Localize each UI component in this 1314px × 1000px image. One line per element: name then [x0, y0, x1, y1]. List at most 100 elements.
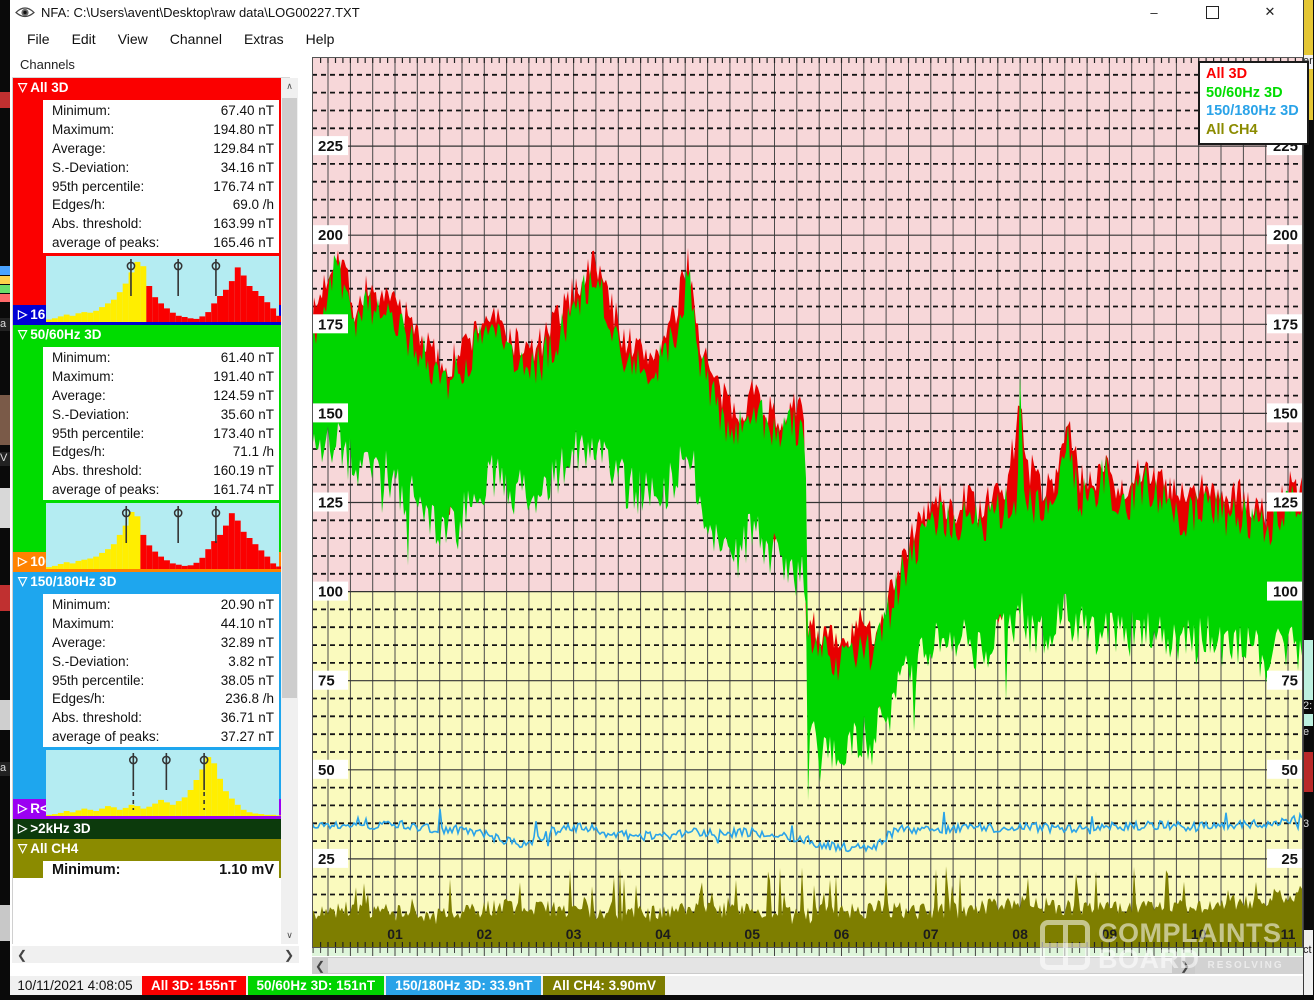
chart-legend: All 3D 50/60Hz 3D 150/180Hz 3D All CH4 [1198, 61, 1309, 145]
menu-item-file[interactable]: File [27, 30, 50, 47]
stat-value: 129.84 nT [213, 140, 274, 156]
y-axis-label-left: 50 [318, 762, 335, 779]
stat-value: 160.19 nT [213, 463, 274, 479]
y-axis-label-right: 175 [1273, 316, 1298, 333]
background-fragment [0, 266, 10, 275]
stat-row: Minimum: 67.40 nT [43, 101, 279, 120]
channel-label: All 3D [30, 80, 69, 95]
background-fragment [0, 92, 10, 108]
window-title: NFA: C:\Users\avent\Desktop\raw data\LOG… [41, 4, 360, 20]
background-fragment [0, 585, 10, 611]
close-button[interactable]: ✕ [1264, 4, 1276, 19]
stat-row: Average: 129.84 nT [43, 139, 279, 158]
stat-value: 191.40 nT [213, 368, 274, 384]
channel-stats-all-3d: Minimum: 67.40 nT Maximum: 194.80 nT Average… [43, 100, 279, 254]
stat-value: 38.05 nT [220, 672, 274, 688]
stat-row: S.-Deviation: 3.82 nT [43, 652, 279, 671]
x-axis-label: 10 [1191, 926, 1207, 942]
stat-value: 34.16 nT [220, 159, 274, 175]
expand-triangle-icon: ▷ [18, 821, 28, 835]
channel-histogram-all-3d [46, 256, 282, 322]
stat-row: average of peaks: 165.46 nT [43, 233, 279, 252]
menu-item-view[interactable]: View [117, 30, 148, 47]
stat-label: average of peaks: [52, 235, 160, 251]
screen-bottom-edge [0, 995, 1314, 1000]
chart-scrollbar-thumb[interactable] [328, 958, 1172, 973]
background-fragment [0, 488, 10, 528]
stat-value: 236.8 /h [225, 691, 274, 707]
legend-item: 50/60Hz 3D [1206, 84, 1283, 101]
stat-row: Maximum: 191.40 nT [43, 367, 279, 386]
channel-histogram-150-180hz-3d [46, 750, 282, 816]
menu-item-edit[interactable]: Edit [71, 30, 96, 47]
scroll-right-arrow[interactable]: ❯ [283, 947, 295, 962]
collapse-triangle-icon: ▽ [18, 80, 28, 94]
stat-value: 20.90 nT [220, 596, 274, 612]
stat-row: Abs. threshold: 163.99 nT [43, 214, 279, 233]
stat-label: average of peaks: [52, 482, 160, 498]
y-axis-label-right: 100 [1273, 584, 1298, 601]
menu-bar: File Edit View Channel Extras Help [10, 24, 716, 54]
panel-horizontal-scrollbar[interactable]: ❮ ❯ [12, 946, 299, 963]
background-fragment [1303, 752, 1313, 792]
legend-item: All 3D [1206, 66, 1248, 82]
panel-vertical-scrollbar[interactable]: ∧ ∨ [281, 78, 298, 944]
chart-horizontal-scrollbar[interactable]: ❮ ❯ [312, 957, 1195, 974]
stat-label: S.-Deviation: [52, 406, 130, 422]
stat-row: S.-Deviation: 34.16 nT [43, 158, 279, 177]
legend-item: All CH4 [1206, 121, 1258, 138]
channel-header-50-60hz-3d[interactable]: ▽ 50/60Hz 3D [13, 325, 282, 345]
background-fragment [0, 285, 10, 293]
stat-value: 44.10 nT [220, 615, 274, 631]
stat-label: S.-Deviation: [52, 159, 130, 175]
stat-row: 95th percentile: 176.74 nT [43, 177, 279, 196]
stat-label: Average: [52, 387, 106, 403]
scroll-up-arrow[interactable]: ∧ [281, 78, 298, 95]
scrollbar-filler [1195, 957, 1303, 974]
stat-row: Edges/h: 69.0 /h [43, 195, 279, 214]
stat-label: 95th percentile: [52, 178, 145, 194]
chart-scroll-left-arrow[interactable]: ❮ [314, 958, 326, 973]
title-bar[interactable]: NFA: C:\Users\avent\Desktop\raw data\LOG… [10, 0, 1303, 24]
stat-label: Minimum: [52, 102, 111, 118]
channel-header-gt-2khz-3d[interactable]: ▷ >2kHz 3D [13, 819, 282, 839]
stat-value: 36.71 nT [220, 710, 274, 726]
y-axis-label-left: 200 [318, 227, 343, 244]
minimize-button[interactable]: – [1150, 4, 1158, 20]
stat-label: Edges/h: [52, 691, 106, 707]
stat-value: 61.40 nT [220, 349, 274, 365]
scroll-down-arrow[interactable]: ∨ [281, 927, 298, 944]
channel-header-150-180hz-3d[interactable]: ▽ 150/180Hz 3D [13, 572, 282, 592]
stat-value: 71.1 /h [232, 444, 274, 460]
channel-body-all-3d: Minimum: 67.40 nT Maximum: 194.80 nT Average… [13, 98, 282, 322]
maximize-button[interactable] [1183, 0, 1241, 24]
menu-item-extras[interactable]: Extras [243, 30, 284, 47]
channel-header-all-3d[interactable]: ▽ All 3D [13, 78, 282, 98]
stat-label: 95th percentile: [52, 672, 145, 688]
stat-label: Maximum: [52, 121, 115, 137]
y-axis-label-left: 125 [318, 495, 343, 512]
channel-header-all-ch4[interactable]: ▽ All CH4 [13, 839, 282, 859]
y-axis-label-left: 150 [318, 405, 343, 422]
background-fragment [0, 905, 10, 941]
stat-row: Minimum: 20.90 nT [43, 595, 279, 614]
menu-item-channel[interactable]: Channel [169, 30, 222, 47]
window-controls: – ✕ [1125, 0, 1299, 24]
menu-item-help[interactable]: Help [305, 30, 335, 47]
channel-label: 50/60Hz 3D [30, 327, 102, 342]
stat-value: 173.40 nT [213, 425, 274, 441]
signal-chart[interactable]: 01 02 03 04 05 06 07 08 09 10 11 25 25 50 50 75 75 100 100… [312, 57, 1309, 948]
channels-panel-title: Channels [12, 57, 290, 78]
scroll-left-arrow[interactable]: ❮ [16, 947, 28, 962]
chart-scroll-right-arrow[interactable]: ❯ [1179, 958, 1191, 973]
background-fragment: V [0, 452, 10, 466]
channel-body-50-60hz-3d: Minimum: 61.40 nT Maximum: 191.40 nT Average… [13, 345, 282, 569]
stat-value: 161.74 nT [213, 482, 274, 498]
stat-value: 194.80 nT [213, 121, 274, 137]
stat-label: Abs. threshold: [52, 463, 143, 479]
expand-triangle-icon: ▷ [18, 307, 28, 321]
scrollbar-thumb[interactable] [282, 98, 297, 698]
legend-item: 150/180Hz 3D [1206, 103, 1299, 119]
channel-label: 150/180Hz 3D [30, 574, 117, 589]
